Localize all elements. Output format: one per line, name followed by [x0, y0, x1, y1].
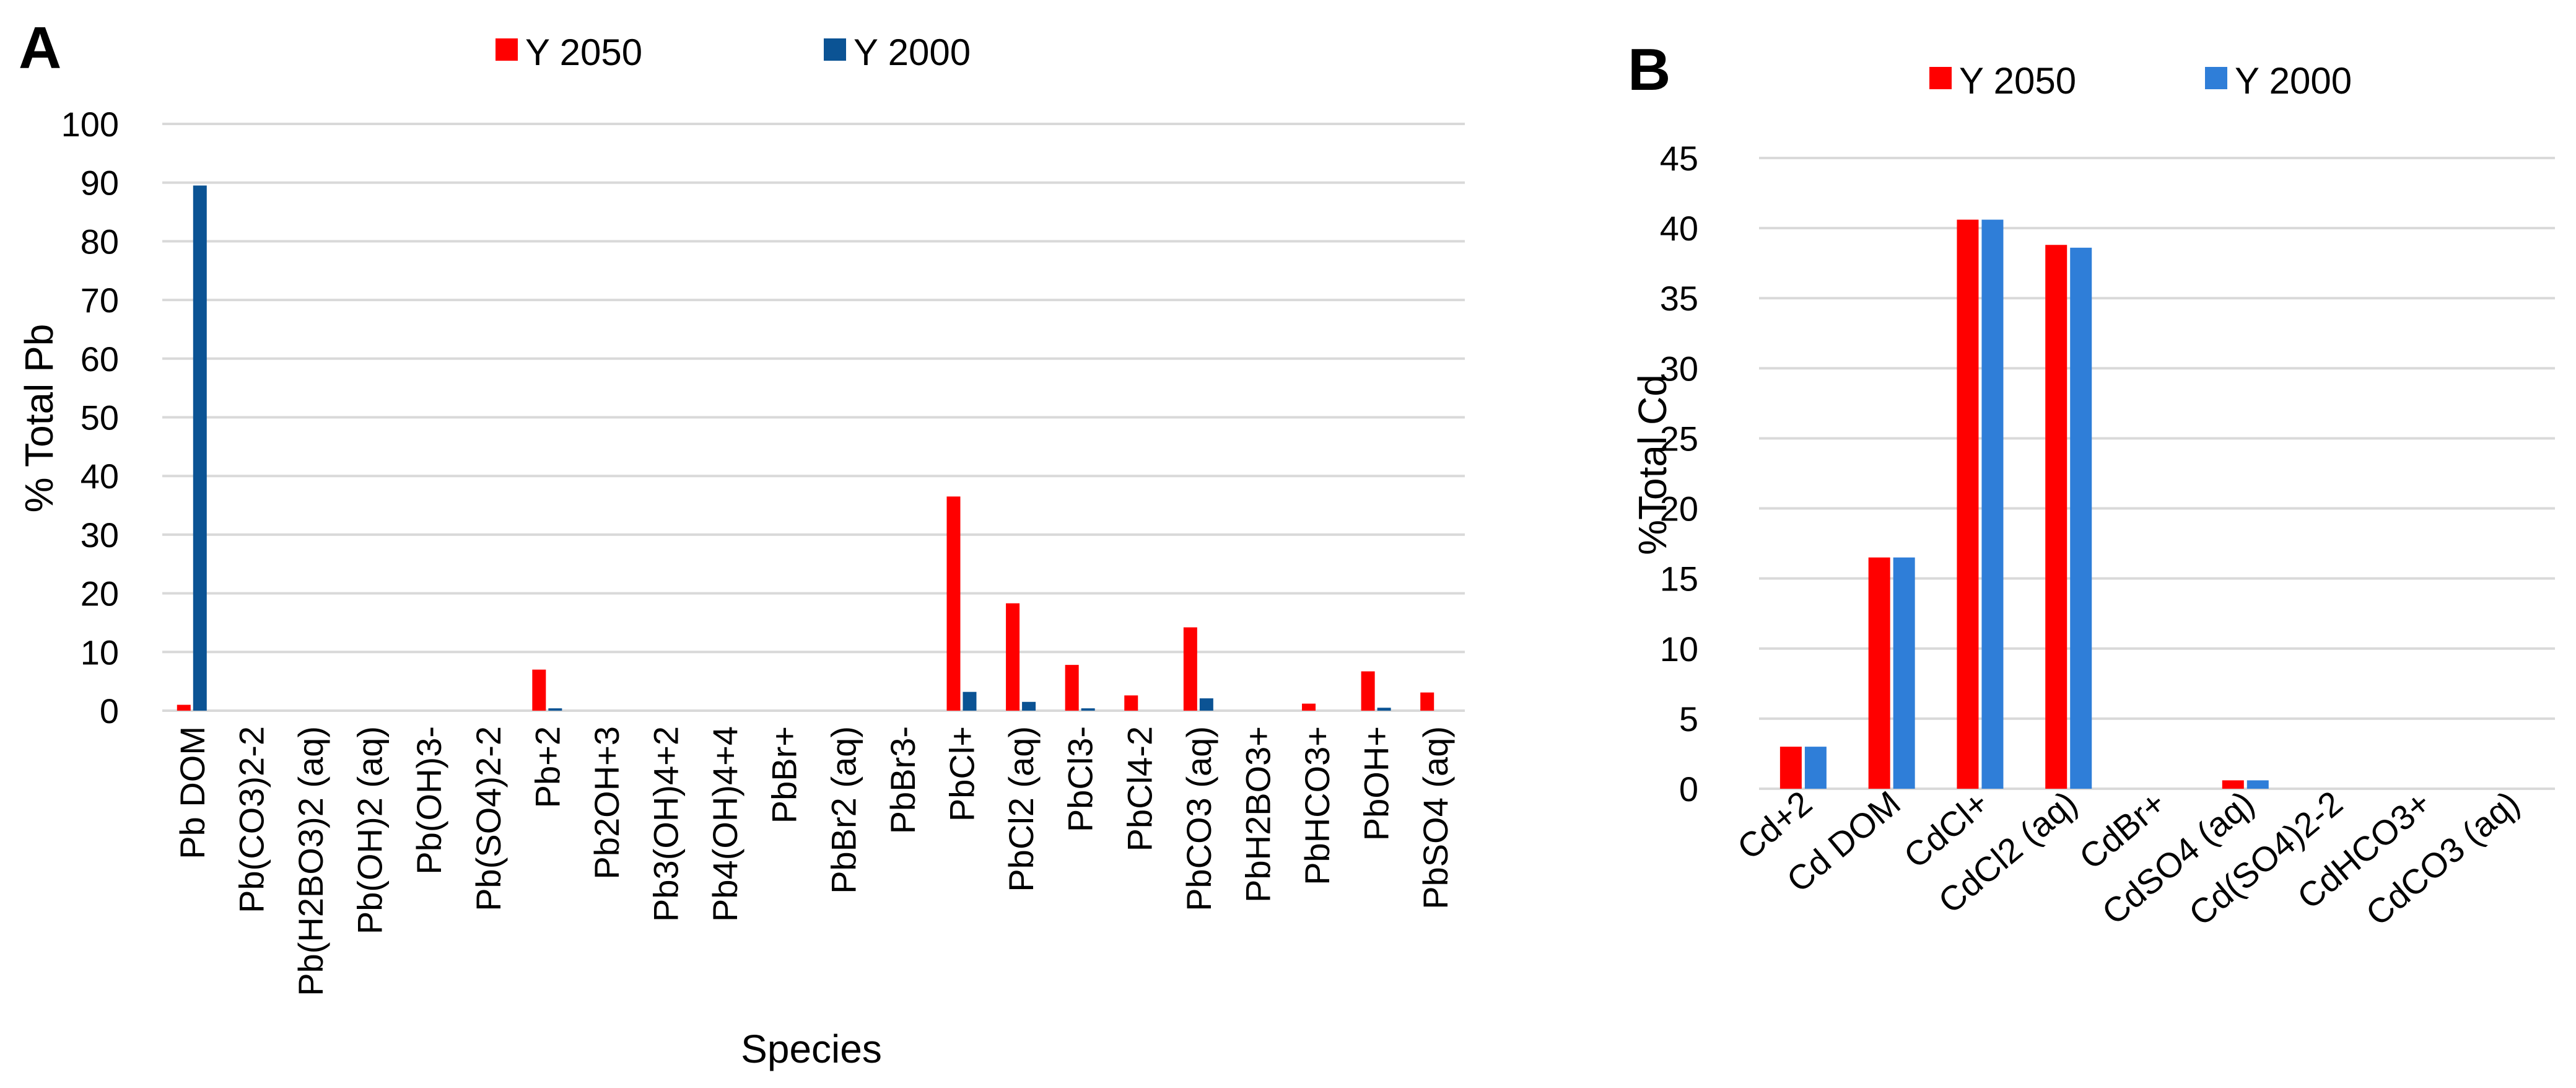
- y-tick-label: 50: [81, 398, 119, 437]
- panel-b-legend: Y 2050 Y 2000: [1929, 60, 2352, 102]
- bar-y-2000-cdcl2-aq: [2070, 247, 2092, 789]
- category-label-pb-oh-2-aq: Pb(OH)2 (aq): [351, 726, 390, 934]
- panel-b-bars: [1779, 219, 2269, 789]
- legend-swatch-y2050: [496, 38, 518, 61]
- bar-y-2050-pbcl3: [1065, 665, 1079, 711]
- category-label-pbcl4-2: PbCl4-2: [1120, 726, 1159, 851]
- panel-b-y-ticks: 0 5 10 15 20 25 30 35 40 45: [1660, 139, 1698, 809]
- category-label-pbcl: PbCl+: [942, 726, 981, 822]
- category-label-pb-so4-2-2: Pb(SO4)2-2: [469, 726, 508, 911]
- category-label-pbbr2-aq: PbBr2 (aq): [824, 726, 863, 894]
- bar-y-2050-pbcl: [946, 496, 961, 711]
- bar-y-2050-pb-dom: [177, 704, 191, 711]
- bar-y-2050-pbcl4-2: [1124, 695, 1138, 711]
- category-label-pb4-oh-4-4: Pb4(OH)4+4: [705, 726, 744, 922]
- panel-a-y-ticks: 0 10 20 30 40 50 60 70 80 90 100: [61, 105, 119, 730]
- category-label-pb2oh-3: Pb2OH+3: [587, 726, 626, 880]
- bar-y-2050-pboh: [1361, 671, 1375, 711]
- bar-y-2050-pb-2: [532, 669, 546, 711]
- bar-y-2000-pb-2: [548, 708, 562, 711]
- legend-swatch-y2050: [1929, 67, 1952, 89]
- panel-a-x-axis-title: Species: [741, 1027, 882, 1071]
- y-tick-label: 60: [81, 340, 119, 379]
- y-tick-label: 30: [81, 515, 119, 555]
- y-tick-label: 0: [1679, 770, 1698, 809]
- bar-y-2050-cd-dom: [1868, 557, 1890, 789]
- panel-a-bars: [177, 185, 1434, 711]
- category-label-pb-co3-2-2: Pb(CO3)2-2: [232, 726, 271, 913]
- panel-a-category-labels: Pb DOM Pb(CO3)2-2 Pb(H2BO3)2 (aq) Pb(OH)2 (…: [173, 726, 1455, 996]
- bar-y-2000-pbcl2-aq: [1022, 701, 1036, 711]
- category-label-pb3-oh-4-2: Pb3(OH)4+2: [647, 726, 686, 922]
- y-tick-label: 40: [1660, 209, 1698, 248]
- panel-a-y-axis-title: % Total Pb: [17, 324, 61, 513]
- legend-label-y2050: Y 2050: [1959, 60, 2076, 102]
- y-tick-label: 20: [1660, 489, 1698, 529]
- legend-swatch-y2000: [2205, 67, 2227, 89]
- category-label-pbbr3: PbBr3-: [883, 726, 922, 834]
- bar-y-2050-cdcl2-aq: [2045, 245, 2067, 789]
- y-tick-label: 15: [1660, 559, 1698, 599]
- category-label-pbhco3: PbHCO3+: [1298, 726, 1337, 885]
- bar-y-2000-pb-dom: [193, 185, 207, 711]
- bar-y-2050-pbcl2-aq: [1006, 603, 1020, 711]
- y-tick-label: 10: [81, 633, 119, 672]
- bar-y-2000-cdcl: [1981, 219, 2004, 789]
- category-label-pbcl2-aq: PbCl2 (aq): [1002, 726, 1041, 892]
- y-tick-label: 25: [1660, 419, 1698, 458]
- legend-label-y2000: Y 2000: [2235, 60, 2352, 102]
- category-label-pb-oh-3: Pb(OH)3-: [409, 726, 448, 875]
- panel-b-label: B: [1628, 37, 1670, 103]
- category-label-pbbr: PbBr+: [765, 726, 804, 823]
- bar-y-2000-cd-2: [1804, 747, 1827, 789]
- y-tick-label: 5: [1679, 700, 1698, 739]
- y-tick-label: 40: [81, 457, 119, 496]
- bar-y-2000-cd-dom: [1893, 557, 1915, 789]
- category-label-pboh: PbOH+: [1357, 726, 1396, 841]
- legend-label-y2050: Y 2050: [525, 32, 642, 73]
- bar-y-2050-pbso4-aq: [1420, 692, 1434, 711]
- bar-y-2000-pbcl: [963, 691, 977, 711]
- legend-swatch-y2000: [824, 38, 846, 61]
- y-tick-label: 100: [61, 105, 119, 144]
- bar-y-2050-cdso4-aq: [2222, 780, 2244, 789]
- legend-label-y2000: Y 2000: [854, 32, 971, 73]
- panel-b-gridlines: [1759, 157, 2555, 790]
- chart-panel-b: 0 5 10 15 20 25 30 35 40 45 Cd+2Cd DOMCdCl+CdCl2 …: [1630, 60, 2555, 933]
- y-tick-label: 80: [81, 222, 119, 261]
- y-tick-label: 10: [1660, 630, 1698, 669]
- panel-a-label: A: [19, 15, 61, 81]
- y-tick-label: 90: [81, 164, 119, 203]
- bar-y-2050-cdcl: [1957, 219, 1979, 789]
- y-tick-label: 70: [81, 281, 119, 320]
- category-label-pbcl3: PbCl3-: [1061, 726, 1100, 832]
- y-tick-label: 20: [81, 574, 119, 613]
- panel-b-y-axis-title: %Total Cd: [1630, 374, 1675, 555]
- bar-y-2000-pbcl3: [1081, 708, 1095, 711]
- y-tick-label: 35: [1660, 279, 1698, 318]
- category-label-pbco3-aq: PbCO3 (aq): [1179, 726, 1218, 911]
- panel-a-legend: Y 2050 Y 2000: [496, 32, 971, 73]
- bar-y-2050-cd-2: [1779, 747, 1802, 789]
- bar-y-2000-pbco3-aq: [1199, 698, 1213, 711]
- y-tick-label: 30: [1660, 349, 1698, 388]
- y-tick-label: 0: [100, 691, 119, 730]
- category-label-pbso4-aq: PbSO4 (aq): [1416, 726, 1455, 910]
- category-label-pb-2: Pb+2: [528, 726, 567, 808]
- category-label-pb-h2bo3-2-aq: Pb(H2BO3)2 (aq): [291, 726, 330, 996]
- bar-y-2000-cdso4-aq: [2246, 780, 2269, 789]
- category-label-pb-dom: Pb DOM: [173, 726, 212, 859]
- y-tick-label: 45: [1660, 139, 1698, 178]
- bar-y-2050-pbhco3: [1302, 703, 1316, 711]
- category-label-pbh2bo3: PbH2BO3+: [1238, 726, 1277, 903]
- bar-y-2000-pboh: [1377, 708, 1391, 711]
- panel-a-gridlines: [162, 123, 1465, 712]
- bar-y-2050-pbco3-aq: [1183, 627, 1197, 711]
